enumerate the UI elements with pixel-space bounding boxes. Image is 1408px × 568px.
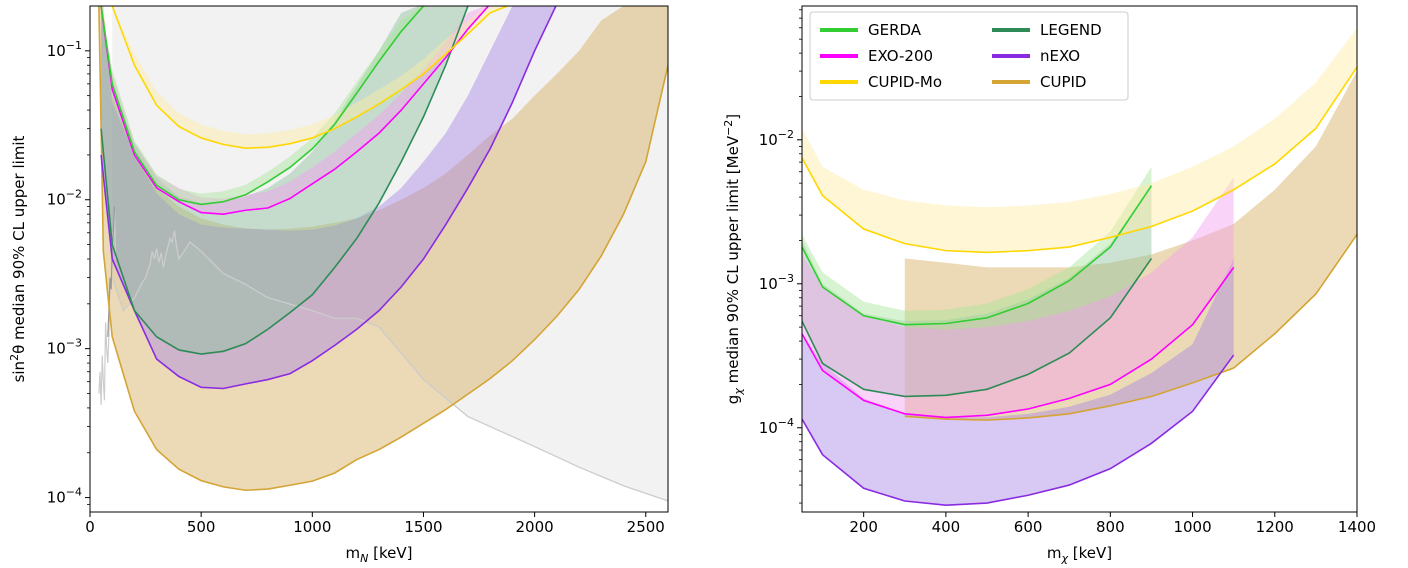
line-series-1 bbox=[100, 6, 557, 390]
x-tick-label: 2000 bbox=[516, 518, 554, 536]
y-tick-label: 10−1 bbox=[47, 39, 82, 60]
line-gerda bbox=[802, 185, 1153, 326]
y-tick-label: 10−3 bbox=[759, 272, 794, 293]
right-panel: 200 400 600 800 1000 1200 1400 10−4 10−3 10−2 mχ [… bbox=[722, 5, 1376, 565]
legend-label: CUPID bbox=[1040, 73, 1086, 91]
band-cupid-mo bbox=[802, 27, 1357, 253]
line-cupid bbox=[904, 234, 1357, 421]
band-exo-200 bbox=[802, 177, 1234, 418]
x-tick-label: 1200 bbox=[1256, 518, 1294, 536]
legend-label: nEXO bbox=[1040, 47, 1080, 65]
x-tick-label: 200 bbox=[849, 518, 878, 536]
x-axis-label: mN [keV] bbox=[346, 544, 413, 565]
band-series-2 bbox=[101, 6, 468, 355]
x-tick-label: 1000 bbox=[293, 518, 331, 536]
legend-label: LEGEND bbox=[1040, 21, 1102, 39]
x-tick-label: 500 bbox=[187, 518, 216, 536]
legend-label: EXO-200 bbox=[868, 47, 933, 65]
y-tick-label: 10−2 bbox=[759, 128, 794, 149]
band-legend bbox=[802, 185, 1152, 397]
axes-frame bbox=[801, 5, 1358, 513]
line-series-3 bbox=[100, 6, 490, 215]
line-cupid-mo bbox=[802, 66, 1357, 254]
line-series-0 bbox=[98, 6, 668, 492]
y-tick-label: 10−2 bbox=[47, 188, 82, 209]
x-tick-label: 1400 bbox=[1338, 518, 1376, 536]
line-legend bbox=[802, 257, 1153, 398]
line-nexo bbox=[802, 354, 1235, 506]
x-tick-label: 800 bbox=[1096, 518, 1125, 536]
line-series-4 bbox=[100, 6, 433, 206]
x-tick-label: 0 bbox=[85, 518, 95, 536]
band-nexo bbox=[802, 258, 1234, 506]
legend: GERDA LEGEND EXO-200 nEXO CUPID-Mo CUPID bbox=[809, 11, 1129, 101]
excluded-region bbox=[112, 6, 668, 501]
plot-area bbox=[802, 27, 1357, 506]
y-tick-label: 10−3 bbox=[47, 337, 82, 358]
legend-label: GERDA bbox=[868, 21, 922, 39]
legend-box bbox=[809, 11, 1129, 101]
plot-area bbox=[98, 6, 668, 502]
line-series-2 bbox=[100, 6, 469, 355]
x-tick-label: 400 bbox=[932, 518, 961, 536]
legend-label: CUPID-Mo bbox=[868, 73, 942, 91]
y-axis-label: sin2θ median 90% CL upper limit bbox=[8, 135, 28, 382]
band-series-0 bbox=[98, 6, 668, 491]
y-axis-label: gχ median 90% CL upper limit [MeV−2] bbox=[722, 114, 745, 404]
x-tick-label: 600 bbox=[1014, 518, 1043, 536]
reference-line bbox=[111, 230, 668, 502]
y-tick-label: 10−4 bbox=[47, 486, 82, 507]
left-panel: 0 500 1000 1500 2000 2500 10−4 10−3 10−2 10−1 mN [… bbox=[8, 5, 669, 565]
x-tick-label: 1500 bbox=[404, 518, 442, 536]
band-cupid bbox=[904, 71, 1357, 421]
band-series-1 bbox=[101, 6, 556, 389]
line-exo-200 bbox=[802, 266, 1235, 419]
x-tick-label: 1000 bbox=[1173, 518, 1211, 536]
x-tick-label: 2500 bbox=[627, 518, 665, 536]
line-series-5 bbox=[111, 6, 510, 149]
x-axis-label: mχ [keV] bbox=[1047, 544, 1112, 565]
y-tick-label: 10−4 bbox=[759, 416, 794, 437]
